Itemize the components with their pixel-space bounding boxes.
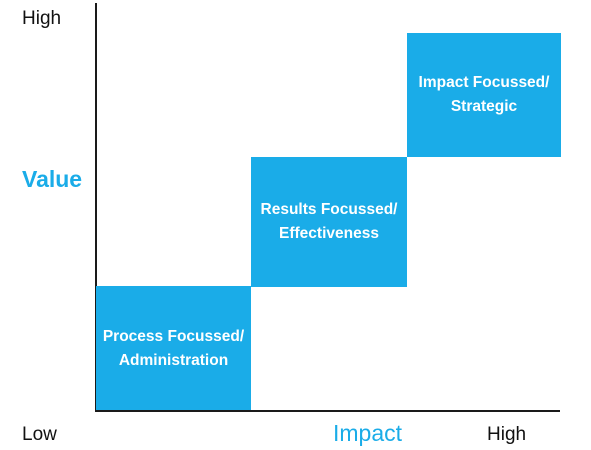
x-axis-title: Impact xyxy=(333,420,403,446)
x-axis-high-label: High xyxy=(487,424,527,445)
step-label-line2: Effectiveness xyxy=(279,225,379,242)
step-label-line1: Results Focussed/ xyxy=(260,201,398,218)
y-axis-line xyxy=(95,3,97,411)
step-results-focussed: Results Focussed/ Effectiveness xyxy=(251,157,407,287)
step-label-line1: Process Focussed/ xyxy=(102,328,245,345)
step-process-focussed: Process Focussed/ Administration xyxy=(96,286,251,410)
y-axis-high-label: High xyxy=(22,8,62,29)
step-label-line2: Administration xyxy=(118,352,229,369)
y-axis-title: Value xyxy=(22,166,83,192)
step-label-line1: Impact Focussed/ xyxy=(418,74,550,91)
x-axis-line xyxy=(95,410,560,412)
step-impact-focussed: Impact Focussed/ Strategic xyxy=(407,33,561,157)
step-label-line2: Strategic xyxy=(450,98,518,115)
x-axis-low-label: Low xyxy=(22,424,57,445)
